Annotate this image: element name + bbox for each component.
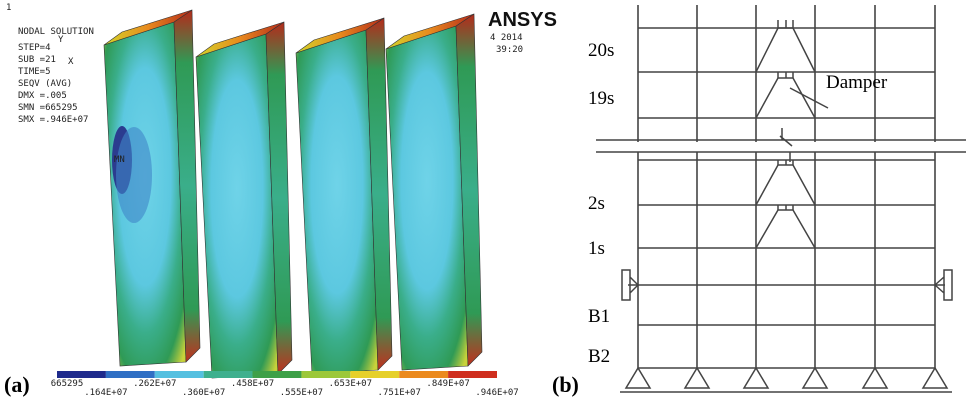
colorbar-label: .849E+07 xyxy=(426,379,469,389)
colorbar-label: .360E+07 xyxy=(182,388,225,398)
colorbar-label: .555E+07 xyxy=(280,388,323,398)
floor-label: 1s xyxy=(588,238,605,259)
slabs xyxy=(103,9,483,379)
colorbar-segment xyxy=(448,371,497,378)
panel-label: (a) xyxy=(4,372,30,397)
floor-label: 2s xyxy=(588,193,605,214)
triad-x: X xyxy=(68,57,74,67)
date: 4 2014 xyxy=(490,33,523,43)
logo: ANSYS xyxy=(488,9,557,31)
colorbar-label: .164E+07 xyxy=(84,388,127,398)
panel-a: 1 MN NODAL SOLUTION STEP=4 SUB =21 TIME=… xyxy=(4,3,557,398)
colorbar-segment xyxy=(399,371,449,378)
triad-y: Y xyxy=(58,35,64,45)
colorbar-label: .653E+07 xyxy=(329,379,372,389)
colorbar-label: 665295 xyxy=(51,379,84,389)
damper-callout: Damper xyxy=(826,72,888,93)
min-marker: MN xyxy=(114,155,125,165)
colorbar-segment xyxy=(350,371,400,378)
info-line: SEQV (AVG) xyxy=(18,79,72,89)
colorbar-segment xyxy=(203,371,253,378)
info-line: NODAL SOLUTION xyxy=(18,27,94,37)
panel-b: 20s 19s 2s 1s B1 B2 Damper (b) xyxy=(552,5,966,397)
colorbar-label: .458E+07 xyxy=(231,379,274,389)
time: 39:20 xyxy=(496,45,523,55)
supports xyxy=(620,366,952,393)
colorbar: 665295.164E+07 .262E+07 .360E+07 .458E+07 .5… xyxy=(51,371,519,398)
info-line: DMX =.005 xyxy=(18,91,67,101)
info-line: TIME=5 xyxy=(18,67,51,77)
floor-label: 20s xyxy=(588,40,614,61)
colorbar-segment xyxy=(57,371,106,378)
panel-label: (b) xyxy=(552,372,579,397)
info-block: NODAL SOLUTION STEP=4 SUB =21 TIME=5 SEQ… xyxy=(18,27,94,125)
info-line: SMN =665295 xyxy=(18,103,78,113)
colorbar-segment xyxy=(301,371,351,378)
info-line: STEP=4 xyxy=(18,43,51,53)
floor-label: B1 xyxy=(588,306,610,327)
corner-number: 1 xyxy=(6,3,11,13)
colorbar-label: .946E+07 xyxy=(475,388,518,398)
info-line: SMX =.946E+07 xyxy=(18,115,88,125)
colorbar-segment xyxy=(252,371,302,378)
colorbar-label: .262E+07 xyxy=(133,379,176,389)
floor-label: 19s xyxy=(588,88,614,109)
frame xyxy=(596,5,966,369)
colorbar-segment xyxy=(105,371,155,378)
dampers xyxy=(621,20,953,301)
info-line: SUB =21 xyxy=(18,55,56,65)
colorbar-label: .751E+07 xyxy=(378,388,421,398)
floor-label: B2 xyxy=(588,346,610,367)
colorbar-segment xyxy=(154,371,204,378)
